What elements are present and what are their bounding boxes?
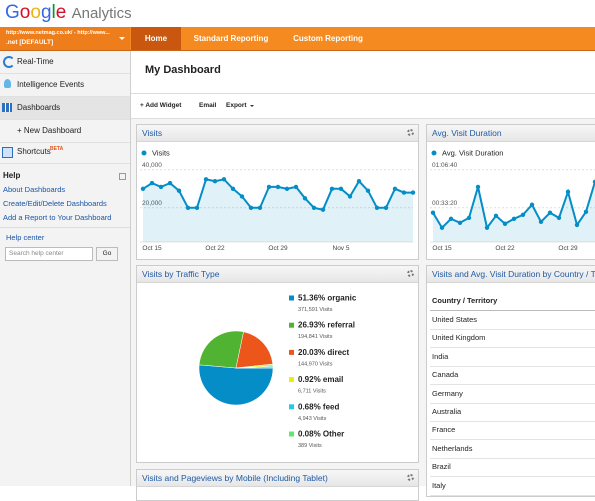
point bbox=[330, 187, 334, 191]
legend-marker bbox=[142, 151, 147, 156]
x-tick-label: Nov 5 bbox=[333, 245, 350, 252]
point bbox=[339, 187, 343, 191]
legend-swatch bbox=[289, 323, 294, 328]
legend-swatch bbox=[289, 377, 294, 382]
point bbox=[530, 203, 534, 207]
legend-visits: 144,970 Visits bbox=[298, 361, 333, 367]
legend-label: 51.36% organic bbox=[298, 294, 357, 303]
legend-name: feed bbox=[323, 402, 340, 411]
point bbox=[557, 216, 561, 220]
legend-marker bbox=[432, 151, 437, 156]
legend-visits: 194,841 Visits bbox=[298, 334, 333, 340]
page: Google Analytics http://www.netmag.co.uk… bbox=[0, 0, 595, 486]
y-tick-label: 40,000 bbox=[142, 162, 162, 169]
point bbox=[348, 194, 352, 198]
point bbox=[204, 177, 208, 181]
point bbox=[303, 196, 307, 200]
legend-name: Other bbox=[323, 430, 344, 439]
point bbox=[276, 185, 280, 189]
point bbox=[431, 211, 435, 215]
area bbox=[433, 182, 595, 242]
point bbox=[566, 190, 570, 194]
legend-name: email bbox=[323, 375, 343, 384]
legend-label: 0.68% feed bbox=[298, 402, 339, 411]
legend-label: 26.93% referral bbox=[298, 321, 355, 330]
point bbox=[375, 206, 379, 210]
point bbox=[584, 210, 588, 214]
pie-slice bbox=[199, 365, 273, 405]
legend-label: Visits bbox=[152, 149, 170, 158]
point bbox=[357, 179, 361, 183]
legend-label: 0.92% email bbox=[298, 375, 343, 384]
y-tick-label: 01:06:40 bbox=[432, 162, 458, 169]
legend-swatch bbox=[289, 350, 294, 355]
point bbox=[249, 206, 253, 210]
point bbox=[458, 221, 462, 225]
legend-visits: 4,943 Visits bbox=[298, 416, 327, 422]
line-chart: 01:06:40 00:33:20 Oct 15 Oct 22 Oct 29 Avg. V… bbox=[430, 149, 595, 253]
point bbox=[467, 216, 471, 220]
point bbox=[366, 189, 370, 193]
point bbox=[312, 206, 316, 210]
point bbox=[159, 185, 163, 189]
point bbox=[285, 187, 289, 191]
legend-value: 0.08% bbox=[298, 430, 321, 439]
point bbox=[476, 185, 480, 189]
y-tick-label: 00:33:20 bbox=[432, 200, 458, 207]
legend-value: 0.68% bbox=[298, 402, 321, 411]
point bbox=[150, 181, 154, 185]
point bbox=[186, 206, 190, 210]
x-tick-label: Oct 15 bbox=[432, 245, 452, 252]
point bbox=[449, 217, 453, 221]
legend-value: 20.03% bbox=[298, 348, 325, 357]
legend-name: referral bbox=[327, 321, 355, 330]
x-tick-label: Oct 29 bbox=[558, 245, 578, 252]
legend-label: 0.08% Other bbox=[298, 430, 344, 439]
point bbox=[485, 226, 489, 230]
point bbox=[267, 185, 271, 189]
legend-swatch bbox=[289, 296, 294, 301]
point bbox=[168, 181, 172, 185]
x-tick-label: Oct 22 bbox=[205, 245, 225, 252]
x-tick-label: Oct 15 bbox=[142, 245, 162, 252]
point bbox=[141, 187, 145, 191]
legend-swatch bbox=[289, 404, 294, 409]
point bbox=[294, 185, 298, 189]
legend-visits: 389 Visits bbox=[298, 443, 322, 449]
legend-swatch bbox=[289, 432, 294, 437]
point bbox=[213, 179, 217, 183]
point bbox=[384, 206, 388, 210]
legend-label: 20.03% direct bbox=[298, 348, 349, 357]
legend-value: 26.93% bbox=[298, 321, 325, 330]
point bbox=[177, 189, 181, 193]
point bbox=[539, 220, 543, 224]
point bbox=[494, 214, 498, 218]
point bbox=[195, 206, 199, 210]
point bbox=[240, 194, 244, 198]
point bbox=[411, 190, 415, 194]
legend-visits: 6,711 Visits bbox=[298, 389, 326, 395]
point bbox=[521, 213, 525, 217]
legend-name: direct bbox=[327, 348, 349, 357]
point bbox=[402, 190, 406, 194]
point bbox=[503, 222, 507, 226]
point bbox=[393, 187, 397, 191]
legend-value: 51.36% bbox=[298, 294, 325, 303]
x-tick-label: Oct 29 bbox=[268, 245, 288, 252]
point bbox=[575, 223, 579, 227]
point bbox=[231, 187, 235, 191]
point bbox=[548, 211, 552, 215]
legend-value: 0.92% bbox=[298, 375, 321, 384]
legend-name: organic bbox=[327, 294, 356, 303]
legend-visits: 371,591 Visits bbox=[298, 307, 333, 313]
x-tick-label: Oct 22 bbox=[495, 245, 515, 252]
point bbox=[512, 217, 516, 221]
point bbox=[258, 206, 262, 210]
point bbox=[222, 177, 226, 181]
point bbox=[440, 226, 444, 230]
legend-label: Avg. Visit Duration bbox=[442, 149, 503, 158]
point bbox=[321, 208, 325, 212]
